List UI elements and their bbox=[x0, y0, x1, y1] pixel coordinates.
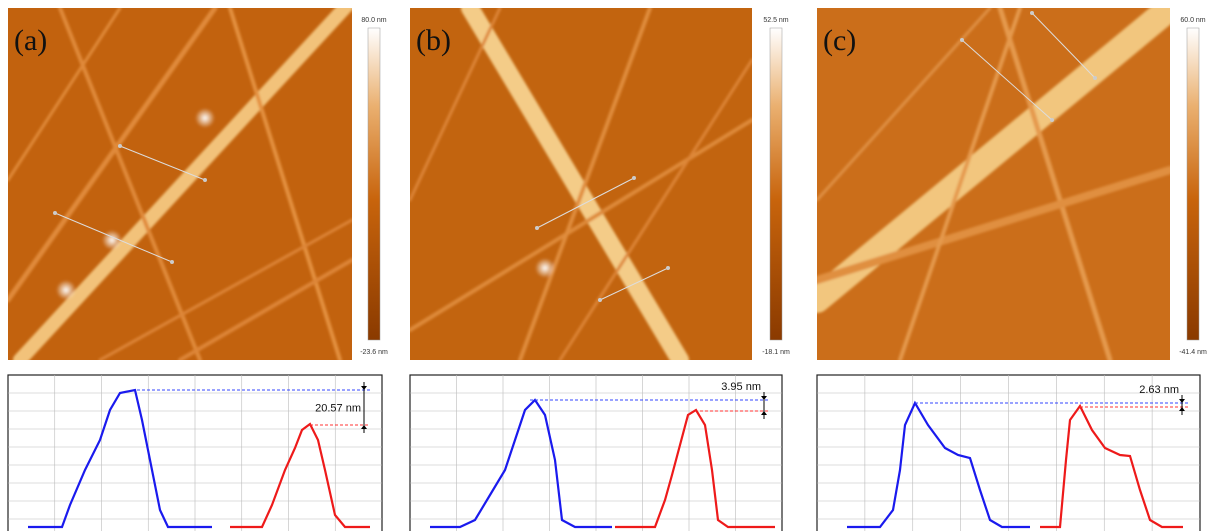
section-end bbox=[1050, 118, 1054, 122]
section-end bbox=[960, 38, 964, 42]
color-bar bbox=[368, 28, 380, 340]
section-end bbox=[1030, 11, 1034, 15]
scale-max: 52.5 nm bbox=[763, 17, 788, 24]
panel: (a) 80.0 nm -23.6 nm 20.57 nm bbox=[8, 0, 388, 531]
step-height: 2.63 nm bbox=[1139, 384, 1179, 396]
section-end bbox=[118, 144, 122, 148]
figure: (a) 80.0 nm -23.6 nm 20.57 nm (b) 52.5 nm -18.… bbox=[0, 0, 1207, 531]
step-height: 20.57 nm bbox=[315, 403, 361, 415]
panel-label: (a) bbox=[14, 24, 47, 57]
step-height: 3.95 nm bbox=[721, 381, 761, 393]
scale-min: -23.6 nm bbox=[360, 349, 388, 356]
profile-plot: 20.57 nm bbox=[8, 375, 382, 531]
section-end bbox=[535, 226, 539, 230]
section-end bbox=[632, 176, 636, 180]
profile-plot: 2.63 nm bbox=[817, 375, 1200, 531]
scale-min: -18.1 nm bbox=[762, 349, 790, 356]
color-bar bbox=[1187, 28, 1199, 340]
section-end bbox=[1093, 76, 1097, 80]
panel-label: (b) bbox=[416, 24, 451, 57]
bright-spot bbox=[56, 280, 76, 300]
scale-max: 80.0 nm bbox=[361, 17, 386, 24]
section-end bbox=[666, 266, 670, 270]
color-bar bbox=[770, 28, 782, 340]
section-end bbox=[170, 260, 174, 264]
section-end bbox=[598, 298, 602, 302]
section-end bbox=[53, 211, 57, 215]
bright-spot bbox=[535, 258, 555, 278]
panel: (b) 52.5 nm -18.1 nm 3.95 nm bbox=[410, 8, 790, 531]
section-end bbox=[203, 178, 207, 182]
bright-spot bbox=[195, 108, 215, 128]
panel: (c) 60.0 nm -41.4 nm 2.63 nm bbox=[817, 8, 1207, 531]
scale-min: -41.4 nm bbox=[1179, 349, 1207, 356]
panel-label: (c) bbox=[823, 24, 856, 57]
profile-plot: 3.95 nm bbox=[410, 375, 782, 531]
scale-max: 60.0 nm bbox=[1180, 17, 1205, 24]
